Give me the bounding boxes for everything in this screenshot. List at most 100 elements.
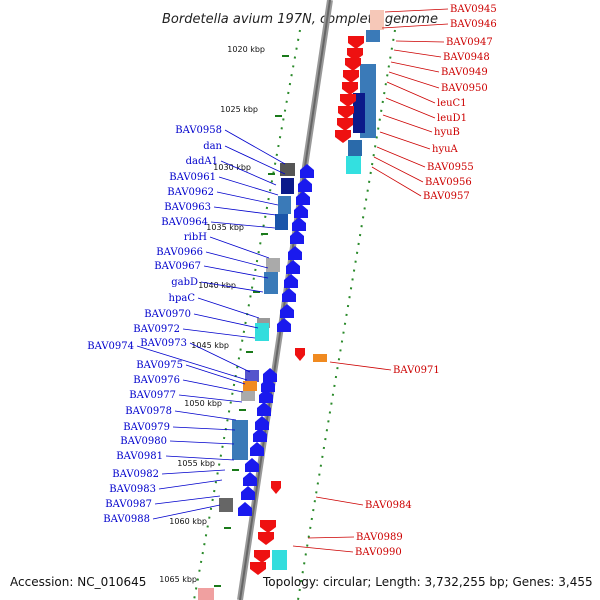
map-title: Bordetella avium 197N, complete genome (162, 12, 438, 27)
gene-label-leuc1[interactable]: leuC1 (437, 98, 467, 109)
gene-arrow-plus (280, 304, 294, 318)
gene-label-bav0982[interactable]: BAV0982 (112, 469, 159, 480)
gene-arrow-plus (286, 260, 300, 274)
gene-label-bav0956[interactable]: BAV0956 (425, 177, 472, 188)
gene-block (243, 381, 257, 391)
gene-arrow-plus (253, 428, 267, 442)
kbp-tick-label: 1020 kbp (227, 45, 265, 54)
gene-label-bav0977[interactable]: BAV0977 (129, 390, 176, 401)
gene-label-bav0981[interactable]: BAV0981 (116, 451, 163, 462)
gene-arrow-minus (343, 70, 359, 83)
gene-label-dan[interactable]: dan (203, 141, 222, 152)
gene-label-dada1[interactable]: dadA1 (186, 156, 218, 167)
gene-label-bav0958[interactable]: BAV0958 (175, 125, 222, 136)
minus-strand-blocks (198, 10, 384, 600)
gene-block (219, 498, 233, 512)
gene-arrow-plus (243, 472, 257, 486)
gene-label-bav0955[interactable]: BAV0955 (427, 162, 474, 173)
gene-block (245, 370, 259, 382)
gene-block (280, 163, 295, 176)
gene-label-bav0945[interactable]: BAV0945 (450, 4, 497, 15)
gene-label-bav0964[interactable]: BAV0964 (161, 217, 208, 228)
gene-label-bav0989[interactable]: BAV0989 (356, 532, 403, 543)
gene-label-bav0972[interactable]: BAV0972 (133, 324, 180, 335)
kbp-tick-label: 1055 kbp (177, 459, 215, 468)
gene-label-hyub[interactable]: hyuB (434, 127, 460, 138)
gene-label-bav0984[interactable]: BAV0984 (365, 500, 412, 511)
gene-block (232, 420, 248, 460)
gene-arrow-minus (345, 58, 361, 71)
gene-arrow-plus (290, 230, 304, 244)
gene-block (241, 391, 255, 401)
gene-block (272, 550, 287, 570)
gene-block (198, 588, 214, 600)
gene-arrow-minus (271, 481, 281, 494)
gene-arrow-plus (282, 288, 296, 302)
gene-block (281, 178, 294, 194)
gene-label-bav0987[interactable]: BAV0987 (105, 499, 152, 510)
kbp-ruler: 1020 kbp 1025 kbp 1030 kbp 1035 kbp 1040 kbp… (159, 45, 289, 587)
kbp-tick-label: 1040 kbp (198, 281, 236, 290)
gene-label-bav0950[interactable]: BAV0950 (441, 83, 488, 94)
gene-label-leud1[interactable]: leuD1 (437, 113, 467, 124)
gene-block (366, 30, 380, 42)
gene-block (255, 323, 269, 341)
gene-arrow-plus (261, 378, 275, 392)
gene-label-hyua[interactable]: hyuA (432, 144, 459, 155)
gene-label-bav0975[interactable]: BAV0975 (136, 360, 183, 371)
gene-label-bav0983[interactable]: BAV0983 (109, 484, 156, 495)
gene-arrow-plus (294, 204, 308, 218)
gene-label-bav0966[interactable]: BAV0966 (156, 247, 203, 258)
gene-arrow-plus (288, 246, 302, 260)
gene-label-bav0946[interactable]: BAV0946 (450, 19, 497, 30)
gene-arrow-plus (298, 178, 312, 192)
gene-label-bav0988[interactable]: BAV0988 (103, 514, 150, 525)
gene-arrow-plus (296, 191, 310, 205)
gene-arrow-plus (241, 486, 255, 500)
gene-label-gabd[interactable]: gabD (171, 277, 198, 288)
gene-label-ribh[interactable]: ribH (184, 232, 207, 243)
gene-label-bav0971[interactable]: BAV0971 (393, 365, 440, 376)
gene-block (278, 196, 291, 214)
minus-strand-arrows (250, 36, 364, 575)
gene-arrow-plus (250, 442, 264, 456)
plus-strand-genes (219, 163, 295, 512)
gene-label-bav0949[interactable]: BAV0949 (441, 67, 488, 78)
gene-arrow-plus (255, 416, 269, 430)
gene-arrow-minus (338, 106, 354, 119)
gene-block (266, 258, 280, 272)
gene-label-bav0963[interactable]: BAV0963 (164, 202, 211, 213)
gene-arrow-minus (258, 532, 274, 545)
gene-label-bav0962[interactable]: BAV0962 (167, 187, 214, 198)
gene-arrow-minus (342, 82, 358, 95)
gene-arrow-plus (284, 274, 298, 288)
gene-label-bav0980[interactable]: BAV0980 (120, 436, 167, 447)
gene-label-bav0973[interactable]: BAV0973 (140, 338, 187, 349)
gene-label-bav0948[interactable]: BAV0948 (443, 52, 490, 63)
gene-arrow-plus (238, 502, 252, 516)
gene-label-bav0961[interactable]: BAV0961 (169, 172, 216, 183)
gene-label-bav0967[interactable]: BAV0967 (154, 261, 201, 272)
gene-label-bav0990[interactable]: BAV0990 (355, 547, 402, 558)
gene-arrow-minus (347, 48, 363, 61)
gene-label-bav0976[interactable]: BAV0976 (133, 375, 180, 386)
gene-label-bav0947[interactable]: BAV0947 (446, 37, 493, 48)
gene-arrow-plus (245, 458, 259, 472)
gene-label-bav0978[interactable]: BAV0978 (125, 406, 172, 417)
gc-track-outer (193, 29, 396, 600)
gene-arrow-minus (250, 562, 266, 575)
gene-arrow-minus (254, 550, 270, 563)
kbp-tick-label: 1035 kbp (206, 223, 244, 232)
gene-label-bav0957[interactable]: BAV0957 (423, 191, 470, 202)
left-gene-labels: BAV0958 dan dadA1 BAV0961 BAV0962 BAV0963 BAV0… (87, 125, 286, 525)
gene-label-bav0974[interactable]: BAV0974 (87, 341, 134, 352)
gene-block (353, 93, 365, 133)
gene-block (346, 156, 361, 174)
gene-label-hpac[interactable]: hpaC (169, 293, 196, 304)
kbp-tick-label: 1025 kbp (220, 105, 258, 114)
gene-label-bav0970[interactable]: BAV0970 (144, 309, 191, 320)
gene-label-bav0979[interactable]: BAV0979 (123, 422, 170, 433)
gene-arrow-minus (260, 520, 276, 533)
accession-text: Accession: NC_010645 (10, 575, 146, 589)
